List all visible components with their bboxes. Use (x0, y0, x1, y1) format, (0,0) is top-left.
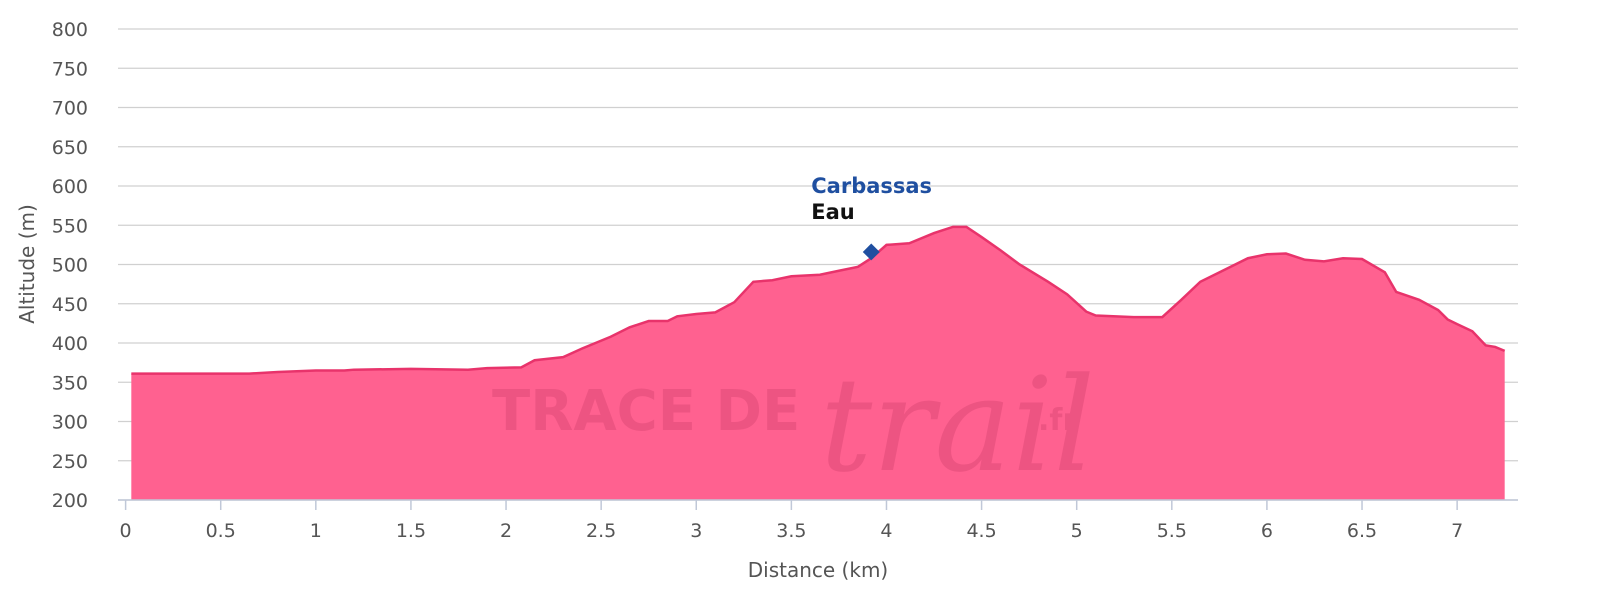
y-tick-label: 750 (52, 58, 88, 80)
y-tick-label: 400 (52, 333, 88, 355)
y-tick-label: 450 (52, 294, 88, 316)
x-tick-label: 2.5 (586, 520, 616, 542)
watermark-script: trail (820, 349, 1095, 501)
x-tick-label: 5 (1071, 520, 1083, 542)
y-tick-label: 350 (52, 372, 88, 394)
y-tick-label: 600 (52, 176, 88, 198)
y-axis-label: Altitude (m) (15, 204, 39, 324)
watermark: TRACE DE trail.fr (492, 349, 1095, 501)
watermark-main: TRACE DE (492, 379, 800, 444)
x-tick-label: 2 (500, 520, 512, 542)
x-tick-label: 4.5 (966, 520, 996, 542)
y-tick-label: 300 (52, 412, 88, 434)
x-tick-label: 4 (880, 520, 892, 542)
x-tick-label: 6.5 (1347, 520, 1377, 542)
annotation-label: Eau (811, 200, 854, 224)
y-tick-label: 200 (52, 490, 88, 512)
area-fill (131, 226, 1505, 500)
x-tick-label: 3.5 (776, 520, 806, 542)
x-tick-label: 5.5 (1157, 520, 1187, 542)
annotation-marker (862, 243, 880, 261)
y-tick-label: 800 (52, 19, 88, 41)
x-tick-label: 3 (690, 520, 702, 542)
x-tick-label: 7 (1451, 520, 1463, 542)
x-tick-label: 6 (1261, 520, 1273, 542)
x-tick-label: 0 (120, 520, 132, 542)
x-tick-label: 1 (310, 520, 322, 542)
y-tick-label: 650 (52, 137, 88, 159)
annotation-title: Carbassas (811, 174, 932, 198)
watermark-suffix: .fr (1038, 403, 1077, 438)
x-axis-label: Distance (km) (748, 558, 888, 582)
y-tick-label: 500 (52, 255, 88, 277)
y-tick-label: 550 (52, 215, 88, 237)
y-tick-label: 700 (52, 98, 88, 120)
x-tick-label: 1.5 (396, 520, 426, 542)
x-tick-label: 0.5 (206, 520, 236, 542)
area-line (131, 225, 1506, 375)
y-tick-label: 250 (52, 451, 88, 473)
